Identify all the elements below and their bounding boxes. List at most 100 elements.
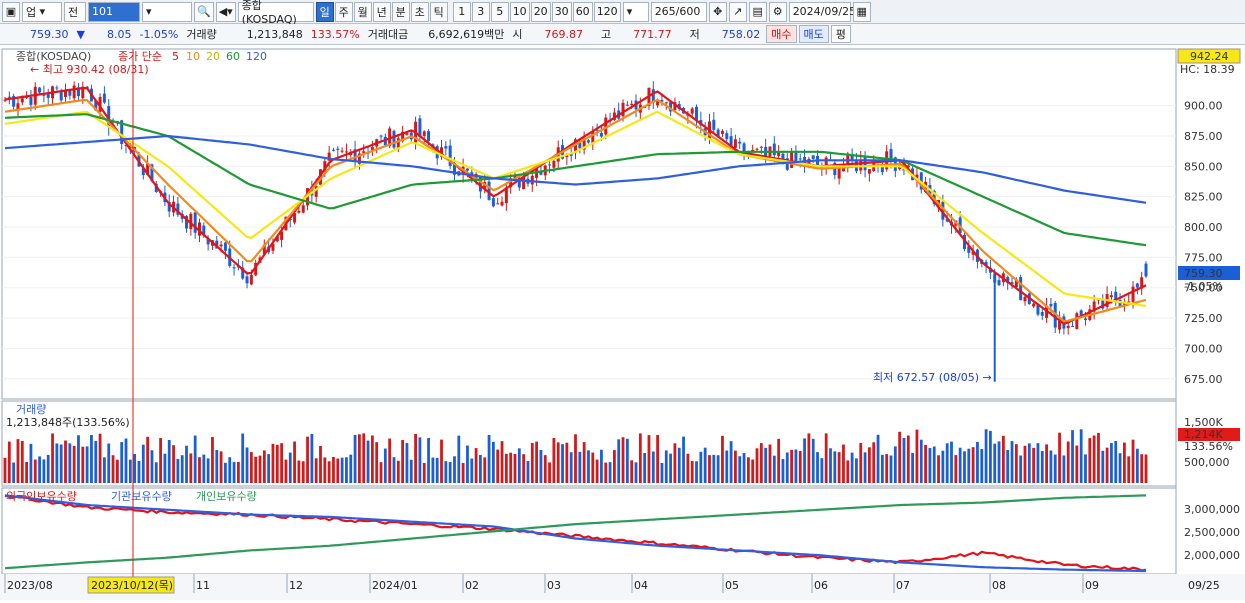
candle-body (859, 159, 863, 171)
interval-dropdown[interactable]: ▾ (622, 1, 649, 22)
period-button[interactable]: 분 (391, 1, 410, 22)
volume-bar (487, 435, 491, 483)
candle-body (772, 143, 776, 156)
volume-bar (742, 453, 746, 483)
candle-body (651, 89, 655, 103)
interval-button[interactable]: 120 (593, 1, 621, 22)
period-button[interactable]: 일 (315, 1, 334, 22)
window-icon[interactable]: ▣ (2, 1, 20, 22)
volume-bar (846, 460, 850, 483)
volume-bar (107, 443, 111, 483)
volume-bar (16, 439, 20, 483)
x-label: 09 (1085, 579, 1099, 592)
buy-button[interactable]: 매수 (766, 25, 797, 43)
flat-button[interactable]: 평 (830, 25, 851, 43)
candle-body (146, 163, 150, 175)
volume-bar (137, 461, 141, 483)
volume-bar (816, 452, 819, 483)
volume-bar (38, 456, 41, 483)
volume-bar (906, 435, 910, 483)
sound-icon[interactable]: ◀▾ (215, 1, 236, 22)
volume-bar (154, 462, 158, 483)
candle-body (206, 239, 210, 245)
draw-icon[interactable]: ↗ (728, 1, 747, 22)
candle-body (3, 99, 7, 101)
period-button[interactable]: 틱 (429, 1, 448, 22)
save-icon[interactable]: ▤ (748, 1, 767, 22)
candle-body (733, 139, 737, 148)
candle-body (262, 244, 266, 255)
code-input[interactable]: 101 (88, 1, 140, 22)
volume-bar (625, 438, 629, 483)
crosshair-icon[interactable]: ✥ (708, 1, 727, 22)
volume-bar (1023, 445, 1027, 483)
candle-body (167, 201, 171, 212)
interval-button[interactable]: 1 (452, 1, 471, 22)
settings-icon[interactable]: ⚙ (768, 1, 787, 22)
calendar-icon[interactable]: ▦ (852, 1, 871, 22)
price-y-tick: 875.00 (1184, 130, 1223, 143)
candle-body (301, 205, 305, 213)
period-button[interactable]: 주 (334, 1, 353, 22)
date-input[interactable]: 2024/09/25 (788, 1, 856, 22)
volume-bar (1019, 455, 1023, 483)
candle-body (504, 187, 508, 204)
interval-button[interactable]: 60 (572, 1, 593, 22)
period-button[interactable]: 월 (353, 1, 372, 22)
volume-bar (172, 445, 175, 483)
sell-button[interactable]: 매도 (798, 25, 829, 43)
price-change: 8.05 (106, 27, 132, 41)
volume-bar (543, 455, 547, 483)
candle-body (599, 133, 603, 137)
code-dropdown[interactable]: ▾ (142, 1, 192, 22)
volume-bar (51, 433, 54, 483)
candle-body (310, 186, 314, 196)
candle-body (569, 154, 573, 156)
volume-bar (595, 459, 599, 483)
down-arrow-icon: ▼ (76, 27, 85, 41)
chart-svg[interactable]: 2023/08 11 12 2024/01 02 03 04 05 06 07 08 09 종합(KO… (0, 45, 1245, 600)
volume-bar (954, 455, 958, 483)
candle-body (690, 108, 694, 114)
candle-body (759, 146, 763, 148)
sector-select[interactable]: 업 ▾ (22, 1, 62, 22)
volume-bar (1040, 451, 1044, 483)
volume-bar (77, 435, 80, 483)
volume-bar (1097, 432, 1100, 483)
volume-bar (522, 454, 526, 483)
candle-body (1079, 310, 1083, 317)
volume-bar (889, 455, 893, 483)
price-change-pct: -1.05% (139, 27, 179, 41)
interval-button[interactable]: 10 (509, 1, 530, 22)
volume-bar (561, 444, 564, 483)
period-button[interactable]: 초 (410, 1, 429, 22)
volume-bar (932, 446, 936, 483)
count-display[interactable]: 265/600 (650, 1, 707, 22)
candle-body (176, 203, 180, 215)
interval-button[interactable]: 3 (471, 1, 490, 22)
interval-button[interactable]: 30 (551, 1, 572, 22)
candle-body (945, 219, 949, 222)
volume-bar (664, 450, 668, 483)
volume-bar (362, 433, 366, 483)
candle-body (249, 274, 253, 285)
prev-select[interactable]: 전 (64, 1, 86, 22)
volume-bar (319, 445, 322, 483)
period-button[interactable]: 년 (372, 1, 391, 22)
volume-bar (33, 459, 37, 483)
candle-body (500, 201, 504, 206)
chart-area[interactable]: 2023/08 11 12 2024/01 02 03 04 05 06 07 08 09 종합(KO… (0, 45, 1245, 600)
candle-body (1066, 325, 1070, 329)
volume-bar (176, 458, 180, 483)
interval-button[interactable]: 5 (490, 1, 509, 22)
volume-label: 거래량 (186, 28, 217, 41)
volume-title: 거래량 (16, 403, 46, 416)
search-icon[interactable]: 🔍 (194, 1, 214, 22)
candle-body (150, 164, 154, 182)
volume-bar (630, 460, 634, 483)
volume-bar (444, 461, 448, 483)
volume-bar (111, 455, 115, 483)
amount-value: 6,692,619백만 (428, 28, 505, 41)
volume-bar (548, 462, 551, 483)
interval-button[interactable]: 20 (530, 1, 551, 22)
